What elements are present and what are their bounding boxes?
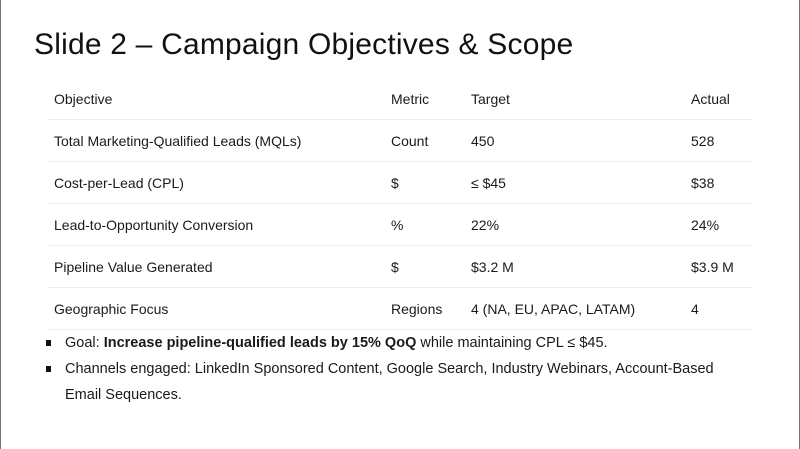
cell-objective: Cost-per-Lead (CPL) (47, 161, 384, 204)
header-actual: Actual (684, 78, 753, 120)
table-row: Geographic Focus Regions 4 (NA, EU, APAC, … (47, 287, 753, 330)
cell-target: ≤ $45 (464, 161, 684, 204)
cell-objective: Total Marketing-Qualified Leads (MQLs) (47, 119, 384, 162)
cell-actual: 528 (684, 119, 753, 162)
cell-actual: $3.9 M (684, 245, 753, 288)
table-row: Lead-to-Opportunity Conversion% 22% 24% (47, 203, 753, 246)
cell-metric: $ (384, 245, 464, 288)
table-row: Total Marketing-Qualified Leads (MQLs) Co… (47, 119, 753, 162)
bullet-goal: Goal: Increase pipeline-qualified leads … (34, 330, 734, 356)
cell-objective: Pipeline Value Generated (47, 245, 384, 288)
slide-title: Slide 2 – Campaign Objectives & Scope (34, 28, 574, 61)
cell-actual: 24% (684, 203, 753, 246)
bullet-channels: Channels engaged: LinkedIn Sponsored Con… (34, 356, 734, 408)
cell-target: 4 (NA, EU, APAC, LATAM) (464, 287, 684, 330)
header-target: Target (464, 78, 684, 120)
table-header-row: Objective Metric Target Actual (47, 78, 753, 120)
goal-prefix: Goal: (65, 335, 104, 351)
header-objective: Objective (47, 78, 384, 120)
cell-objective: Lead-to-Opportunity Conversion (47, 203, 384, 246)
objectives-table: Objective Metric Target Actual Total Mar… (47, 78, 753, 330)
cell-metric: $ (384, 161, 464, 204)
cell-target: 22% (464, 203, 684, 246)
table-row: Cost-per-Lead (CPL) $ ≤ $45 $38 (47, 161, 753, 204)
cell-metric: Count (384, 119, 464, 162)
cell-target: $3.2 M (464, 245, 684, 288)
cell-target: 450 (464, 119, 684, 162)
goal-suffix: while maintaining CPL ≤ $45. (416, 335, 608, 351)
cell-objective: Geographic Focus (47, 287, 384, 330)
cell-actual: 4 (684, 287, 753, 330)
goal-highlight: Increase pipeline-qualified leads by 15%… (103, 335, 417, 351)
header-metric: Metric (384, 78, 464, 120)
cell-metric: % (384, 203, 464, 246)
cell-actual: $38 (684, 161, 753, 204)
table-row: Pipeline Value Generated $ $3.2 M $3.9 M (47, 245, 753, 288)
cell-metric: Regions (384, 287, 464, 330)
bullet-list: Goal: Increase pipeline-qualified leads … (34, 330, 734, 408)
